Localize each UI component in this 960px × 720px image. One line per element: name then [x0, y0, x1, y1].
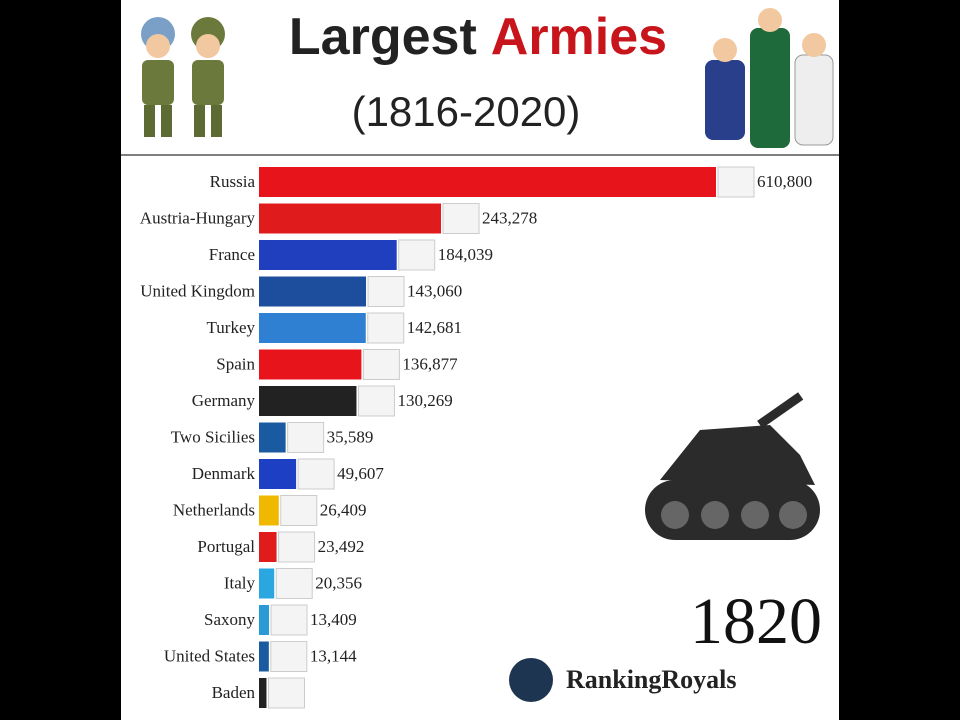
tank — [645, 392, 820, 540]
value-label: 243,278 — [482, 208, 537, 227]
value-label: 13,409 — [310, 610, 357, 629]
value-label: 130,269 — [397, 391, 452, 410]
value-label: 23,492 — [318, 537, 365, 556]
flag — [270, 641, 308, 672]
bar — [259, 678, 267, 708]
flag — [297, 458, 335, 490]
bar — [259, 203, 442, 234]
bar — [259, 349, 362, 380]
year-label: 1820 — [690, 585, 822, 658]
category-label: Italy — [224, 573, 256, 592]
flag — [367, 312, 405, 344]
bar — [259, 240, 397, 270]
bar — [259, 313, 366, 343]
value-label: 143,060 — [407, 281, 462, 300]
flag — [287, 422, 325, 453]
title-highlight: Armies — [491, 8, 667, 66]
value-label: 26,409 — [320, 500, 367, 519]
category-label: Netherlands — [173, 500, 255, 519]
flag — [278, 531, 316, 563]
flag — [357, 385, 395, 417]
flag — [362, 349, 400, 380]
value-label: 610,800 — [757, 172, 812, 191]
category-label: Turkey — [207, 318, 256, 337]
title-part: Largest — [289, 8, 477, 66]
category-label: Baden — [212, 683, 256, 702]
bar — [259, 532, 277, 562]
category-label: Two Sicilies — [171, 427, 255, 446]
value-label: 35,589 — [327, 427, 374, 446]
value-label: 184,039 — [438, 245, 493, 264]
category-label: Austria-Hungary — [140, 208, 256, 227]
soldiers-right — [705, 8, 834, 148]
value-label: 49,607 — [337, 464, 384, 483]
bar — [259, 605, 270, 635]
bar — [259, 276, 367, 307]
bar — [259, 386, 357, 416]
bar — [259, 167, 716, 197]
bar — [259, 641, 269, 672]
flag — [280, 495, 318, 526]
flag — [367, 276, 405, 307]
category-label: France — [209, 245, 255, 264]
category-label: Portugal — [197, 537, 255, 556]
value-label: 20,356 — [315, 573, 362, 592]
value-label: 136,877 — [402, 354, 458, 373]
category-label: United States — [164, 646, 255, 665]
flag — [270, 604, 308, 636]
bar — [259, 568, 275, 599]
soldiers-left — [141, 17, 225, 137]
flag — [267, 677, 305, 709]
bar — [259, 422, 286, 453]
flag — [442, 203, 480, 234]
category-label: United Kingdom — [140, 281, 255, 300]
brand: RankingRoyals — [566, 665, 737, 694]
category-label: Saxony — [204, 610, 256, 629]
value-label: 142,681 — [407, 318, 462, 337]
category-label: Russia — [210, 172, 256, 191]
bar — [259, 459, 297, 489]
subtitle: (1816-2020) — [352, 88, 581, 135]
bars: Russia 610,800 Austria-Hungary 243,278 Franc… — [140, 166, 812, 709]
chart-title: Largest Armies — [289, 8, 667, 66]
brand-logo — [509, 658, 553, 702]
category-label: Denmark — [192, 464, 256, 483]
category-label: Germany — [192, 391, 256, 410]
value-label: 13,144 — [310, 646, 357, 665]
category-label: Spain — [216, 354, 255, 373]
flag — [398, 239, 436, 271]
bar — [259, 495, 279, 526]
flag — [717, 166, 755, 198]
flag — [275, 568, 313, 599]
